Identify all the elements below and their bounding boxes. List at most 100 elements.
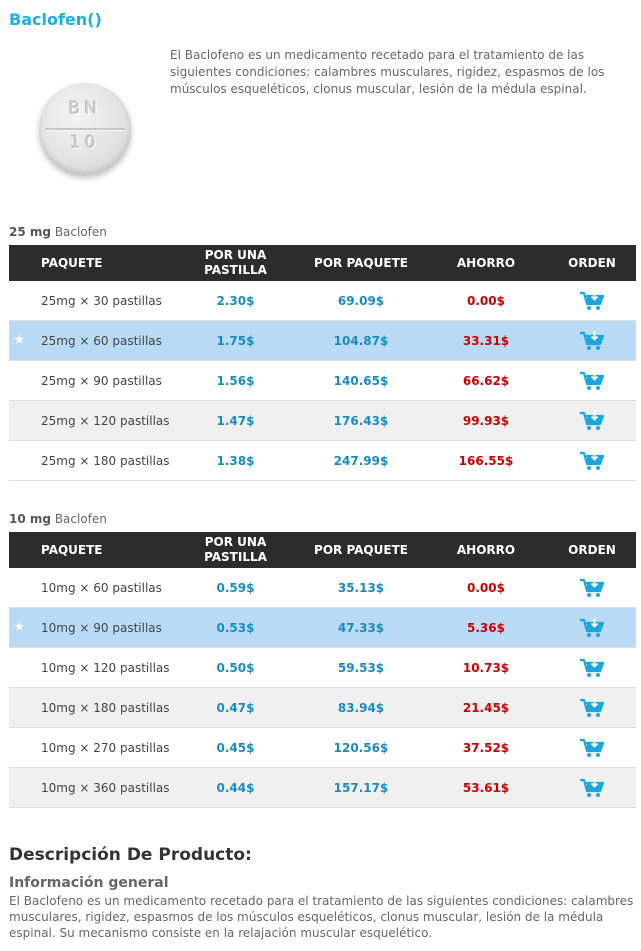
table-row: 10mg × 60 pastillas 0.59$ 35.13$ 0.00$ [9, 568, 636, 608]
per-pack-price: 247.99$ [298, 440, 424, 481]
package-cell: 25mg × 180 pastillas [9, 440, 173, 481]
package-cell: 25mg × 120 pastillas [9, 400, 173, 441]
table-row: 25mg × 90 pastillas 1.56$ 140.65$ 66.62$ [9, 360, 636, 401]
per-pill-price: 1.56$ [173, 360, 298, 401]
per-pill-price: 0.47$ [173, 687, 298, 728]
per-pill-price: 0.44$ [173, 767, 298, 808]
price-table-25mg: PAQUETE POR UNA PASTILLA POR PAQUETE AHO… [9, 245, 636, 481]
package-label: 10mg × 120 pastillas [41, 660, 170, 675]
add-to-cart-icon[interactable] [579, 657, 605, 679]
add-to-cart-icon[interactable] [579, 290, 605, 312]
table-row: ★ 25mg × 60 pastillas 1.75$ 104.87$ 33.31$ [9, 320, 636, 361]
package-label: 25mg × 90 pastillas [41, 373, 162, 388]
table-header-row: PAQUETE POR UNA PASTILLA POR PAQUETE AHO… [9, 532, 636, 568]
header-savings: AHORRO [424, 532, 548, 568]
savings-amount: 66.62$ [424, 360, 548, 401]
info-subheading: Información general [9, 875, 169, 891]
per-pack-price: 59.53$ [298, 647, 424, 688]
order-cell [548, 767, 636, 808]
per-pill-price: 1.75$ [173, 320, 298, 361]
add-to-cart-icon[interactable] [579, 450, 605, 472]
package-cell: 10mg × 180 pastillas [9, 687, 173, 728]
order-cell [548, 687, 636, 728]
order-cell [548, 281, 636, 321]
add-to-cart-icon[interactable] [579, 577, 605, 599]
per-pill-price: 0.53$ [173, 607, 298, 648]
header-order: ORDEN [548, 532, 636, 568]
package-cell: ★ 10mg × 90 pastillas [9, 607, 173, 648]
savings-amount: 53.61$ [424, 767, 548, 808]
savings-amount: 0.00$ [424, 568, 548, 608]
section-dose: 25 mg [9, 225, 51, 239]
table-row: ★ 10mg × 90 pastillas 0.53$ 47.33$ 5.36$ [9, 607, 636, 648]
per-pack-price: 47.33$ [298, 607, 424, 648]
package-label: 10mg × 90 pastillas [41, 620, 162, 635]
package-cell: 10mg × 270 pastillas [9, 727, 173, 768]
add-to-cart-icon[interactable] [579, 617, 605, 639]
section-label-25mg: 25 mg Baclofen [9, 225, 107, 239]
add-to-cart-icon[interactable] [579, 330, 605, 352]
intro-text: El Baclofeno es un medicamento recetado … [170, 48, 605, 96]
package-label: 25mg × 30 pastillas [41, 293, 162, 308]
star-icon: ★ [13, 332, 26, 348]
order-cell [548, 400, 636, 441]
add-to-cart-icon[interactable] [579, 737, 605, 759]
product-title: Baclofen() [9, 10, 102, 29]
header-per-pill: POR UNA PASTILLA [173, 532, 298, 568]
header-package: PAQUETE [9, 245, 173, 281]
package-cell: 10mg × 120 pastillas [9, 647, 173, 688]
add-to-cart-icon[interactable] [579, 410, 605, 432]
table-row: 10mg × 270 pastillas 0.45$ 120.56$ 37.52$ [9, 727, 636, 768]
pill-imprint-top: BN [68, 99, 102, 119]
section-drug: Baclofen [54, 512, 107, 526]
savings-amount: 10.73$ [424, 647, 548, 688]
section-drug: Baclofen [54, 225, 107, 239]
per-pack-price: 140.65$ [298, 360, 424, 401]
savings-amount: 5.36$ [424, 607, 548, 648]
header-per-pill: POR UNA PASTILLA [173, 245, 298, 281]
order-cell [548, 440, 636, 481]
package-cell: 10mg × 360 pastillas [9, 767, 173, 808]
table-row: 25mg × 120 pastillas 1.47$ 176.43$ 99.93$ [9, 400, 636, 441]
savings-amount: 0.00$ [424, 281, 548, 321]
header-per-pack: POR PAQUETE [298, 532, 424, 568]
savings-amount: 166.55$ [424, 440, 548, 481]
price-table-10mg: PAQUETE POR UNA PASTILLA POR PAQUETE AHO… [9, 532, 636, 808]
pill-score-line [45, 128, 125, 130]
package-label: 10mg × 270 pastillas [41, 740, 170, 755]
per-pack-price: 35.13$ [298, 568, 424, 608]
pill-imprint-bottom: 10 [70, 133, 100, 153]
add-to-cart-icon[interactable] [579, 697, 605, 719]
star-icon: ★ [13, 619, 26, 635]
package-label: 25mg × 180 pastillas [41, 453, 170, 468]
order-cell [548, 607, 636, 648]
per-pill-price: 0.50$ [173, 647, 298, 688]
add-to-cart-icon[interactable] [579, 777, 605, 799]
per-pill-price: 2.30$ [173, 281, 298, 321]
per-pill-price: 0.59$ [173, 568, 298, 608]
package-label: 10mg × 60 pastillas [41, 580, 162, 595]
package-cell: 25mg × 30 pastillas [9, 281, 173, 321]
package-cell: 10mg × 60 pastillas [9, 568, 173, 608]
savings-amount: 37.52$ [424, 727, 548, 768]
per-pack-price: 83.94$ [298, 687, 424, 728]
section-label-10mg: 10 mg Baclofen [9, 512, 107, 526]
per-pill-price: 0.45$ [173, 727, 298, 768]
order-cell [548, 647, 636, 688]
package-label: 25mg × 60 pastillas [41, 333, 162, 348]
per-pill-price: 1.38$ [173, 440, 298, 481]
order-cell [548, 568, 636, 608]
savings-amount: 99.93$ [424, 400, 548, 441]
per-pack-price: 120.56$ [298, 727, 424, 768]
order-cell [548, 727, 636, 768]
header-order: ORDEN [548, 245, 636, 281]
header-per-pack: POR PAQUETE [298, 245, 424, 281]
header-package: PAQUETE [9, 532, 173, 568]
table-header-row: PAQUETE POR UNA PASTILLA POR PAQUETE AHO… [9, 245, 636, 281]
savings-amount: 33.31$ [424, 320, 548, 361]
package-cell: 25mg × 90 pastillas [9, 360, 173, 401]
description-heading: Descripción De Producto: [9, 845, 252, 865]
per-pack-price: 104.87$ [298, 320, 424, 361]
add-to-cart-icon[interactable] [579, 370, 605, 392]
